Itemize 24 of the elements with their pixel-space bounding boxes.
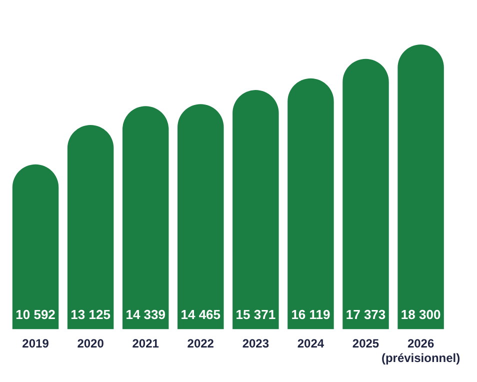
x-tick-label: 2019 xyxy=(22,336,50,351)
data-label: 13 125 xyxy=(70,306,110,322)
bar xyxy=(67,124,114,330)
x-tick-label: 2024 xyxy=(297,336,324,351)
bar xyxy=(288,78,334,330)
data-label: 14 465 xyxy=(180,306,221,322)
data-label: 15 371 xyxy=(236,306,276,322)
bar xyxy=(342,58,389,330)
data-label: 17 373 xyxy=(346,306,386,322)
x-tick-label: 2026 (prévisionnel) xyxy=(381,336,460,366)
data-label: 18 300 xyxy=(400,306,441,322)
bar xyxy=(12,164,59,330)
x-tick-label: 2021 xyxy=(132,336,160,351)
data-label: 16 119 xyxy=(291,306,330,322)
x-tick-label: 2022 xyxy=(187,336,214,351)
data-label: 14 339 xyxy=(126,306,166,322)
bar xyxy=(398,44,444,330)
bar xyxy=(178,104,224,330)
bar xyxy=(122,106,169,330)
bar xyxy=(232,90,279,330)
x-tick-label: 2023 xyxy=(242,336,270,351)
x-tick-label: 2020 xyxy=(77,336,104,351)
x-tick-label: 2025 xyxy=(352,336,380,351)
data-label: 10 592 xyxy=(16,306,56,322)
